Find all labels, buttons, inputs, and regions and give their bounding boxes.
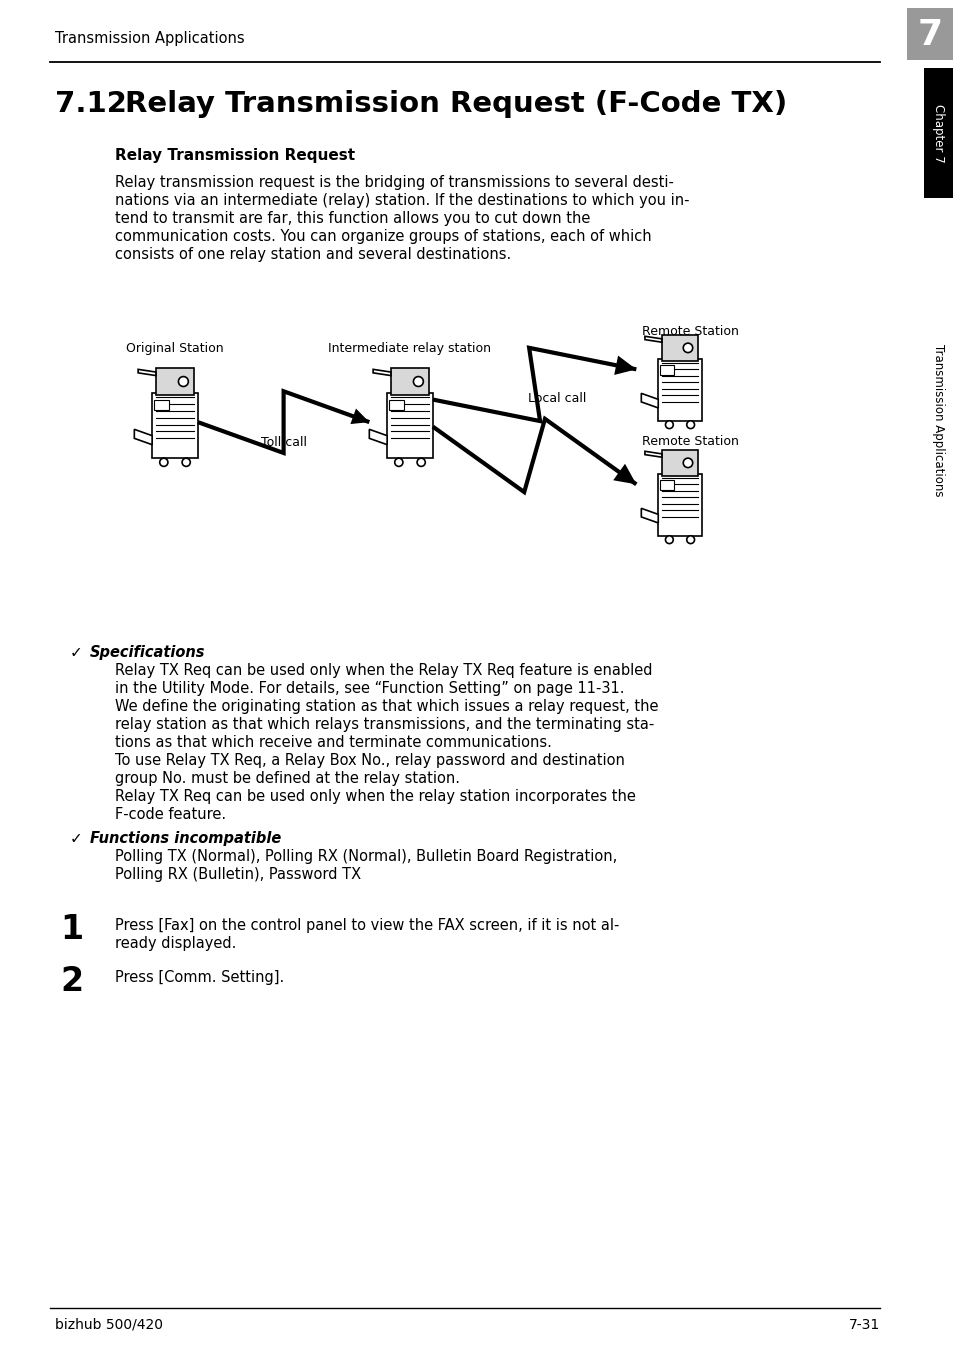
Circle shape xyxy=(682,458,692,468)
Text: Press [Comm. Setting].: Press [Comm. Setting]. xyxy=(115,969,284,986)
Text: ready displayed.: ready displayed. xyxy=(115,936,236,950)
Polygon shape xyxy=(640,508,658,523)
Text: Relay Transmission Request: Relay Transmission Request xyxy=(115,147,355,164)
Text: ✓: ✓ xyxy=(70,645,83,660)
Bar xyxy=(659,365,674,376)
Circle shape xyxy=(665,535,673,544)
Text: consists of one relay station and several destinations.: consists of one relay station and severa… xyxy=(115,247,511,262)
Bar xyxy=(152,393,197,458)
Text: communication costs. You can organize groups of stations, each of which: communication costs. You can organize gr… xyxy=(115,228,651,243)
Text: 7: 7 xyxy=(917,18,942,51)
Bar xyxy=(661,450,698,476)
Polygon shape xyxy=(614,356,636,375)
Text: F-code feature.: F-code feature. xyxy=(115,807,226,822)
Text: Transmission Applications: Transmission Applications xyxy=(931,343,944,496)
Polygon shape xyxy=(644,452,661,457)
Text: 2: 2 xyxy=(60,965,83,998)
Text: Relay TX Req can be used only when the relay station incorporates the: Relay TX Req can be used only when the r… xyxy=(115,790,636,804)
Text: Polling TX (Normal), Polling RX (Normal), Bulletin Board Registration,: Polling TX (Normal), Polling RX (Normal)… xyxy=(115,849,617,864)
Polygon shape xyxy=(640,393,658,408)
Polygon shape xyxy=(369,430,387,445)
Bar xyxy=(658,475,701,535)
Bar xyxy=(155,368,193,395)
Text: tend to transmit are far, this function allows you to cut down the: tend to transmit are far, this function … xyxy=(115,211,590,226)
Bar xyxy=(388,400,403,411)
Polygon shape xyxy=(373,369,391,376)
Text: Transmission Applications: Transmission Applications xyxy=(55,31,244,46)
Bar xyxy=(391,368,429,395)
Text: Remote Station: Remote Station xyxy=(640,435,738,448)
Text: Toll call: Toll call xyxy=(260,437,306,449)
Bar xyxy=(661,335,698,361)
Bar xyxy=(923,68,953,197)
Text: To use Relay TX Req, a Relay Box No., relay password and destination: To use Relay TX Req, a Relay Box No., re… xyxy=(115,753,624,768)
Circle shape xyxy=(416,458,425,466)
Text: bizhub 500/420: bizhub 500/420 xyxy=(55,1318,163,1332)
Text: Relay Transmission Request (F-Code TX): Relay Transmission Request (F-Code TX) xyxy=(125,91,786,118)
Text: tions as that which receive and terminate communications.: tions as that which receive and terminat… xyxy=(115,735,551,750)
Text: Chapter 7: Chapter 7 xyxy=(931,104,944,162)
Text: Remote Station: Remote Station xyxy=(640,324,738,338)
Text: group No. must be defined at the relay station.: group No. must be defined at the relay s… xyxy=(115,771,459,786)
Circle shape xyxy=(395,458,402,466)
Circle shape xyxy=(159,458,168,466)
Text: We define the originating station as that which issues a relay request, the: We define the originating station as tha… xyxy=(115,699,658,714)
Text: Press [Fax] on the control panel to view the FAX screen, if it is not al-: Press [Fax] on the control panel to view… xyxy=(115,918,618,933)
Circle shape xyxy=(665,420,673,429)
Text: 7.12: 7.12 xyxy=(55,91,127,118)
Polygon shape xyxy=(134,430,152,445)
Text: Polling RX (Bulletin), Password TX: Polling RX (Bulletin), Password TX xyxy=(115,867,361,882)
Text: Specifications: Specifications xyxy=(90,645,205,660)
Text: Functions incompatible: Functions incompatible xyxy=(90,831,281,846)
Bar xyxy=(153,400,169,411)
Text: relay station as that which relays transmissions, and the terminating sta-: relay station as that which relays trans… xyxy=(115,717,654,731)
Polygon shape xyxy=(350,408,369,425)
Text: 7-31: 7-31 xyxy=(848,1318,879,1332)
Bar xyxy=(659,480,674,491)
Bar xyxy=(387,393,433,458)
Text: Relay TX Req can be used only when the Relay TX Req feature is enabled: Relay TX Req can be used only when the R… xyxy=(115,662,652,677)
Circle shape xyxy=(182,458,190,466)
Text: ✓: ✓ xyxy=(70,831,83,846)
Text: Intermediate relay station: Intermediate relay station xyxy=(328,342,491,356)
Text: 1: 1 xyxy=(60,913,83,946)
Circle shape xyxy=(686,420,694,429)
Polygon shape xyxy=(644,337,661,342)
Circle shape xyxy=(413,377,423,387)
Circle shape xyxy=(682,343,692,353)
Polygon shape xyxy=(138,369,155,376)
Bar xyxy=(658,360,701,420)
Bar xyxy=(906,8,953,59)
Text: Original Station: Original Station xyxy=(126,342,224,356)
Text: Local call: Local call xyxy=(528,392,586,406)
Text: Relay transmission request is the bridging of transmissions to several desti-: Relay transmission request is the bridgi… xyxy=(115,174,673,191)
Circle shape xyxy=(178,377,188,387)
Text: nations via an intermediate (relay) station. If the destinations to which you in: nations via an intermediate (relay) stat… xyxy=(115,193,689,208)
Polygon shape xyxy=(613,464,636,484)
Circle shape xyxy=(686,535,694,544)
Text: in the Utility Mode. For details, see “Function Setting” on page 11-31.: in the Utility Mode. For details, see “F… xyxy=(115,681,624,696)
